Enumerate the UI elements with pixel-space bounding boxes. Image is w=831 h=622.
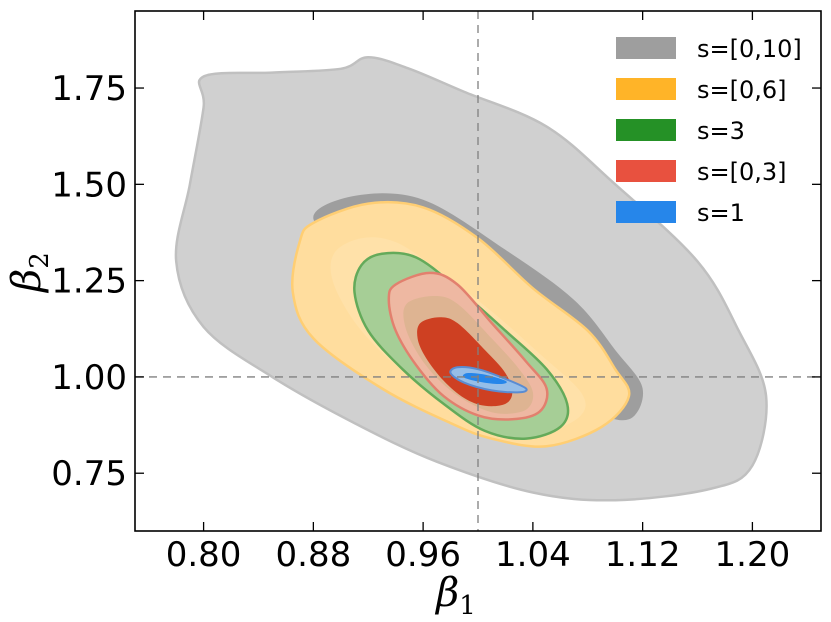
legend-label: s=[0,6]: [697, 76, 787, 104]
y-tick-label: 1.75: [51, 69, 127, 109]
axis-ticks: 0.80 0.88 0.96 1.04 1.12 1.20 0.75 1.00 1.25 1.50…: [51, 11, 821, 575]
x-tick-label: 1.04: [495, 535, 571, 575]
legend: s=[0,10] s=[0,6] s=3 s=[0,3] s=1: [616, 35, 802, 227]
y-tick-label: 1.50: [51, 165, 127, 205]
legend-label: s=3: [697, 117, 745, 145]
reference-lines: [135, 11, 821, 531]
legend-swatch: [616, 160, 676, 182]
y-axis-title: β2: [4, 252, 55, 294]
x-tick-label: 0.80: [166, 535, 242, 575]
x-tick-label: 1.12: [605, 535, 681, 575]
legend-label: s=[0,3]: [697, 158, 787, 186]
x-tick-label: 0.88: [276, 535, 352, 575]
y-tick-label: 1.25: [51, 262, 127, 302]
legend-swatch: [616, 37, 676, 59]
x-tick-label: 0.96: [385, 535, 461, 575]
y-tick-label: 0.75: [51, 454, 127, 494]
y-tick-label: 1.00: [51, 358, 127, 398]
plot-frame: [134, 10, 822, 532]
x-axis-title: β1: [434, 570, 476, 621]
x-tick-label: 1.20: [715, 535, 791, 575]
legend-swatch: [616, 201, 676, 223]
legend-label: s=1: [697, 199, 745, 227]
legend-swatch: [616, 78, 676, 100]
contour-s-1-inner: [462, 372, 507, 384]
legend-swatch: [616, 119, 676, 141]
legend-label: s=[0,10]: [697, 35, 802, 63]
